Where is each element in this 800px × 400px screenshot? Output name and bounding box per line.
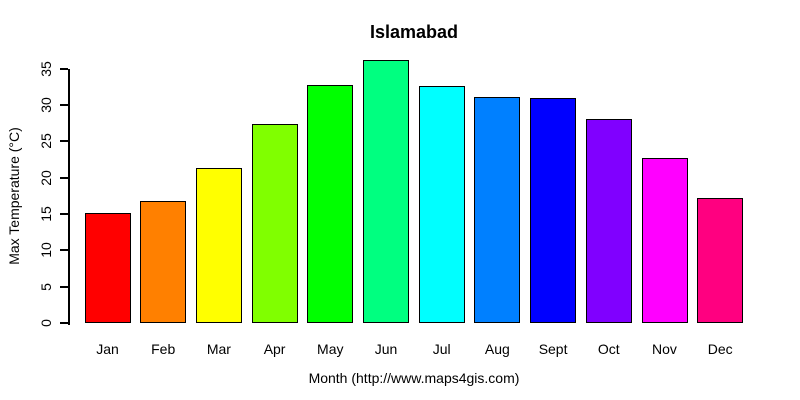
bar-apr — [251, 123, 298, 323]
y-tick-mark — [60, 67, 68, 70]
bar-aug — [474, 96, 521, 323]
x-tick-label-dec: Dec — [707, 341, 733, 357]
x-tick-label-oct: Oct — [597, 341, 620, 357]
bar-jun — [363, 59, 409, 323]
y-tick-mark — [60, 176, 68, 179]
y-tick-label: 5 — [38, 282, 54, 291]
x-tick-label-apr: Apr — [263, 341, 286, 357]
bar-nov — [641, 157, 688, 323]
bar-jul — [418, 85, 465, 323]
y-tick-mark — [60, 140, 68, 143]
y-tick-mark — [60, 212, 68, 215]
x-tick-label-sept: Sept — [538, 341, 568, 357]
y-tick-label: 0 — [38, 319, 54, 327]
x-tick-label-feb: Feb — [151, 341, 176, 357]
bar-mar — [195, 168, 242, 323]
y-tick-label: 10 — [38, 242, 54, 259]
y-axis-title: Max Temperature (°C) — [6, 127, 22, 265]
chart-title: Islamabad — [369, 22, 459, 42]
x-tick-label-mar: Mar — [206, 341, 231, 357]
x-axis-title: Month (http://www.maps4gis.com) — [308, 370, 520, 386]
bar-jan — [84, 213, 131, 323]
y-tick-mark — [60, 103, 68, 106]
x-tick-label-jul: Jul — [432, 341, 451, 357]
x-tick-label-jan: Jan — [96, 341, 119, 357]
x-tick-label-aug: Aug — [484, 341, 510, 357]
bar-sept — [530, 97, 577, 323]
x-tick-label-may: May — [317, 341, 344, 357]
bar-oct — [585, 118, 632, 323]
y-tick-label: 20 — [38, 169, 54, 186]
y-tick-label: 25 — [38, 133, 54, 150]
bar-feb — [140, 200, 187, 323]
x-tick-label-jun: Jun — [374, 341, 398, 357]
y-tick-label: 35 — [38, 60, 54, 77]
bar-may — [307, 84, 354, 323]
bar-dec — [697, 197, 744, 323]
y-tick-mark — [60, 249, 68, 252]
y-tick-mark — [60, 322, 68, 324]
y-tick-mark — [60, 285, 68, 288]
y-tick-label: 15 — [38, 206, 54, 222]
y-axis-line — [68, 68, 70, 325]
y-tick-label: 30 — [38, 97, 54, 113]
x-tick-label-nov: Nov — [652, 341, 677, 357]
